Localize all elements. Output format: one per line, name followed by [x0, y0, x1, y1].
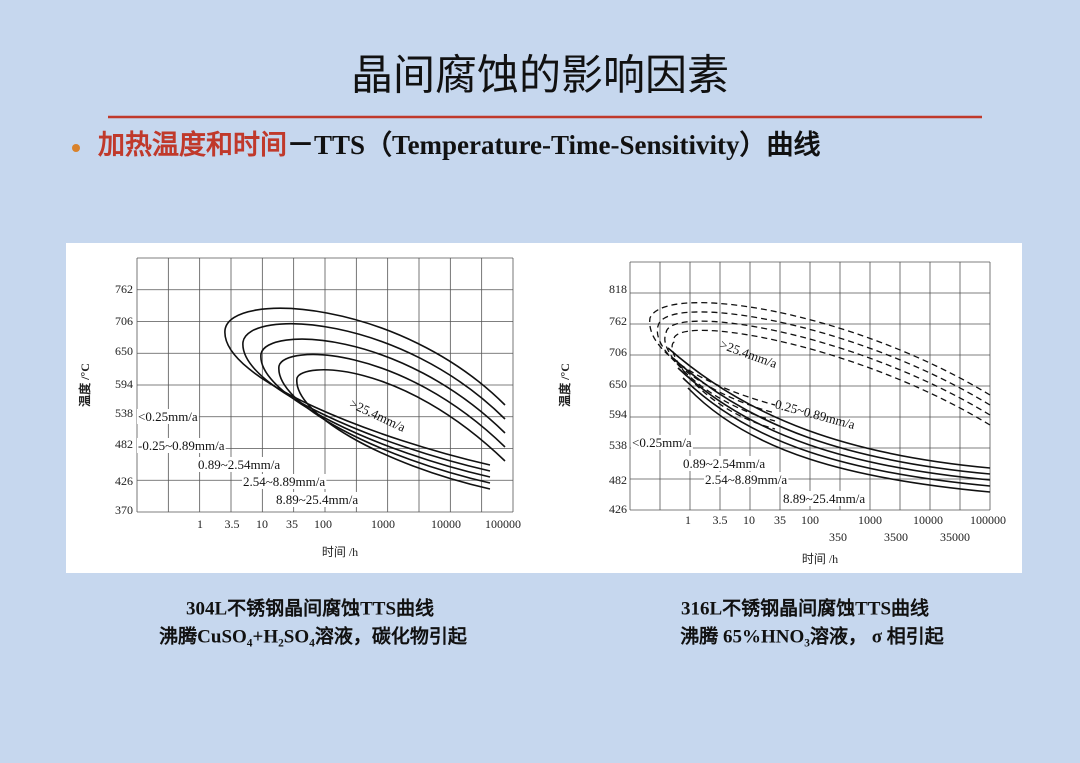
x-tick-label: 100000 — [485, 517, 521, 531]
label-background — [137, 437, 226, 453]
curve-label: 0.89~2.54mm/a — [683, 456, 765, 471]
caption: 沸腾 65%HNO₃溶液， σ 相引起 — [680, 624, 945, 647]
tts-curve — [649, 302, 991, 406]
curve-label: -0.25~0.89mm/a — [138, 438, 225, 453]
x-tick-label: 10000 — [913, 513, 943, 527]
curve-label: 8.89~25.4mm/a — [276, 492, 358, 507]
caption: 316L不锈钢晶间腐蚀TTS曲线 — [681, 596, 929, 619]
tts-curve — [224, 307, 506, 466]
bullet-rest: －TTS（Temperature-Time-Sensitivity）曲线 — [287, 130, 821, 160]
curve-label: 8.89~25.4mm/a — [783, 491, 865, 506]
curve-label: <0.25mm/a — [632, 435, 692, 450]
tts-curve — [687, 387, 991, 493]
x-tick-label: 1000 — [858, 513, 882, 527]
x-tick-label: 35 — [286, 517, 298, 531]
y-tick-label: 482 — [609, 473, 627, 487]
tts-curve — [667, 347, 991, 469]
x-tick-label: 35 — [774, 513, 786, 527]
curve-label: <0.25mm/a — [138, 409, 198, 424]
y-tick-label: 426 — [609, 502, 627, 516]
label-background — [704, 471, 789, 487]
x-tick-label: 100 — [801, 513, 819, 527]
label-background — [275, 491, 360, 507]
label-background — [197, 456, 282, 472]
label-background — [782, 490, 867, 506]
x-tick-label: 100000 — [970, 513, 1006, 527]
caption: 304L不锈钢晶间腐蚀TTS曲线 — [186, 596, 434, 619]
figures: 762 706 650 594 538 482 426 370 1 3.5 10 35 100 1000 1… — [77, 257, 1006, 647]
x-tick-label: 100 — [314, 517, 332, 531]
y-tick-label: 370 — [115, 503, 133, 517]
y-tick-label: 426 — [115, 474, 133, 488]
curve-label: 2.54~8.89mm/a — [243, 474, 325, 489]
y-axis-label: 温度 /°C — [557, 363, 572, 407]
x-tick-label: 10 — [256, 517, 268, 531]
curve-label: 2.54~8.89mm/a — [705, 472, 787, 487]
label-background — [631, 434, 693, 450]
y-tick-label: 538 — [115, 406, 133, 420]
label-background — [137, 408, 199, 424]
y-tick-label: 650 — [609, 377, 627, 391]
tts-figure: 762 706 650 594 538 482 426 370 1 3.5 10 35 100 1000 1… — [77, 257, 521, 559]
slide-title: 晶间腐蚀的影响因素 — [351, 51, 729, 100]
x-tick-label: 1 — [685, 513, 691, 527]
tts-curve — [672, 357, 991, 475]
y-tick-label: 594 — [609, 407, 627, 421]
x-tick-label: 3.5 — [225, 517, 240, 531]
tts-curve — [278, 353, 506, 484]
tts-curve — [242, 323, 506, 472]
y-tick-label: 762 — [609, 314, 627, 328]
y-tick-label: 762 — [115, 282, 133, 296]
tts-curve — [664, 320, 991, 422]
x-tick-label: 35000 — [940, 530, 970, 544]
x-axis-label: 时间 /h — [802, 552, 838, 566]
tts-curve — [671, 329, 991, 430]
y-tick-label: 650 — [115, 344, 133, 358]
y-tick-label: 482 — [115, 437, 133, 451]
bullet-text: 加热温度和时间－TTS（Temperature-Time-Sensitivity… — [98, 129, 821, 160]
tts-curve — [260, 338, 506, 478]
x-tick-label: 1 — [197, 517, 203, 531]
label-background — [682, 455, 767, 471]
tts-figure: 818 762 706 650 594 538 482 426 1 3.5 10 35 100 1000 1… — [557, 261, 1006, 566]
x-tick-label: 3.5 — [713, 513, 728, 527]
tts-curve — [296, 368, 506, 490]
y-tick-label: 706 — [115, 314, 133, 328]
x-axis-label: 时间 /h — [322, 545, 358, 559]
x-tick-label: 1000 — [371, 517, 395, 531]
x-tick-label: 10000 — [431, 517, 461, 531]
y-tick-label: 538 — [609, 438, 627, 452]
y-tick-label: 818 — [609, 282, 627, 296]
y-axis-label: 温度 /°C — [77, 363, 92, 407]
y-tick-label: 706 — [609, 345, 627, 359]
tts-curve — [677, 367, 991, 481]
label-background — [242, 473, 327, 489]
bullet-dot — [72, 144, 80, 152]
curve-label: 0.89~2.54mm/a — [198, 457, 280, 472]
x-tick-label: 10 — [743, 513, 755, 527]
tts-curve — [682, 377, 991, 487]
x-tick-label: 350 — [829, 530, 847, 544]
figure-panel — [66, 243, 1022, 573]
y-tick-label: 594 — [115, 377, 133, 391]
bullet-lead: 加热温度和时间 — [98, 129, 287, 160]
caption: 沸腾CuSO₄+H₂SO₄溶液，碳化物引起 — [159, 624, 468, 647]
x-tick-label: 3500 — [884, 530, 908, 544]
